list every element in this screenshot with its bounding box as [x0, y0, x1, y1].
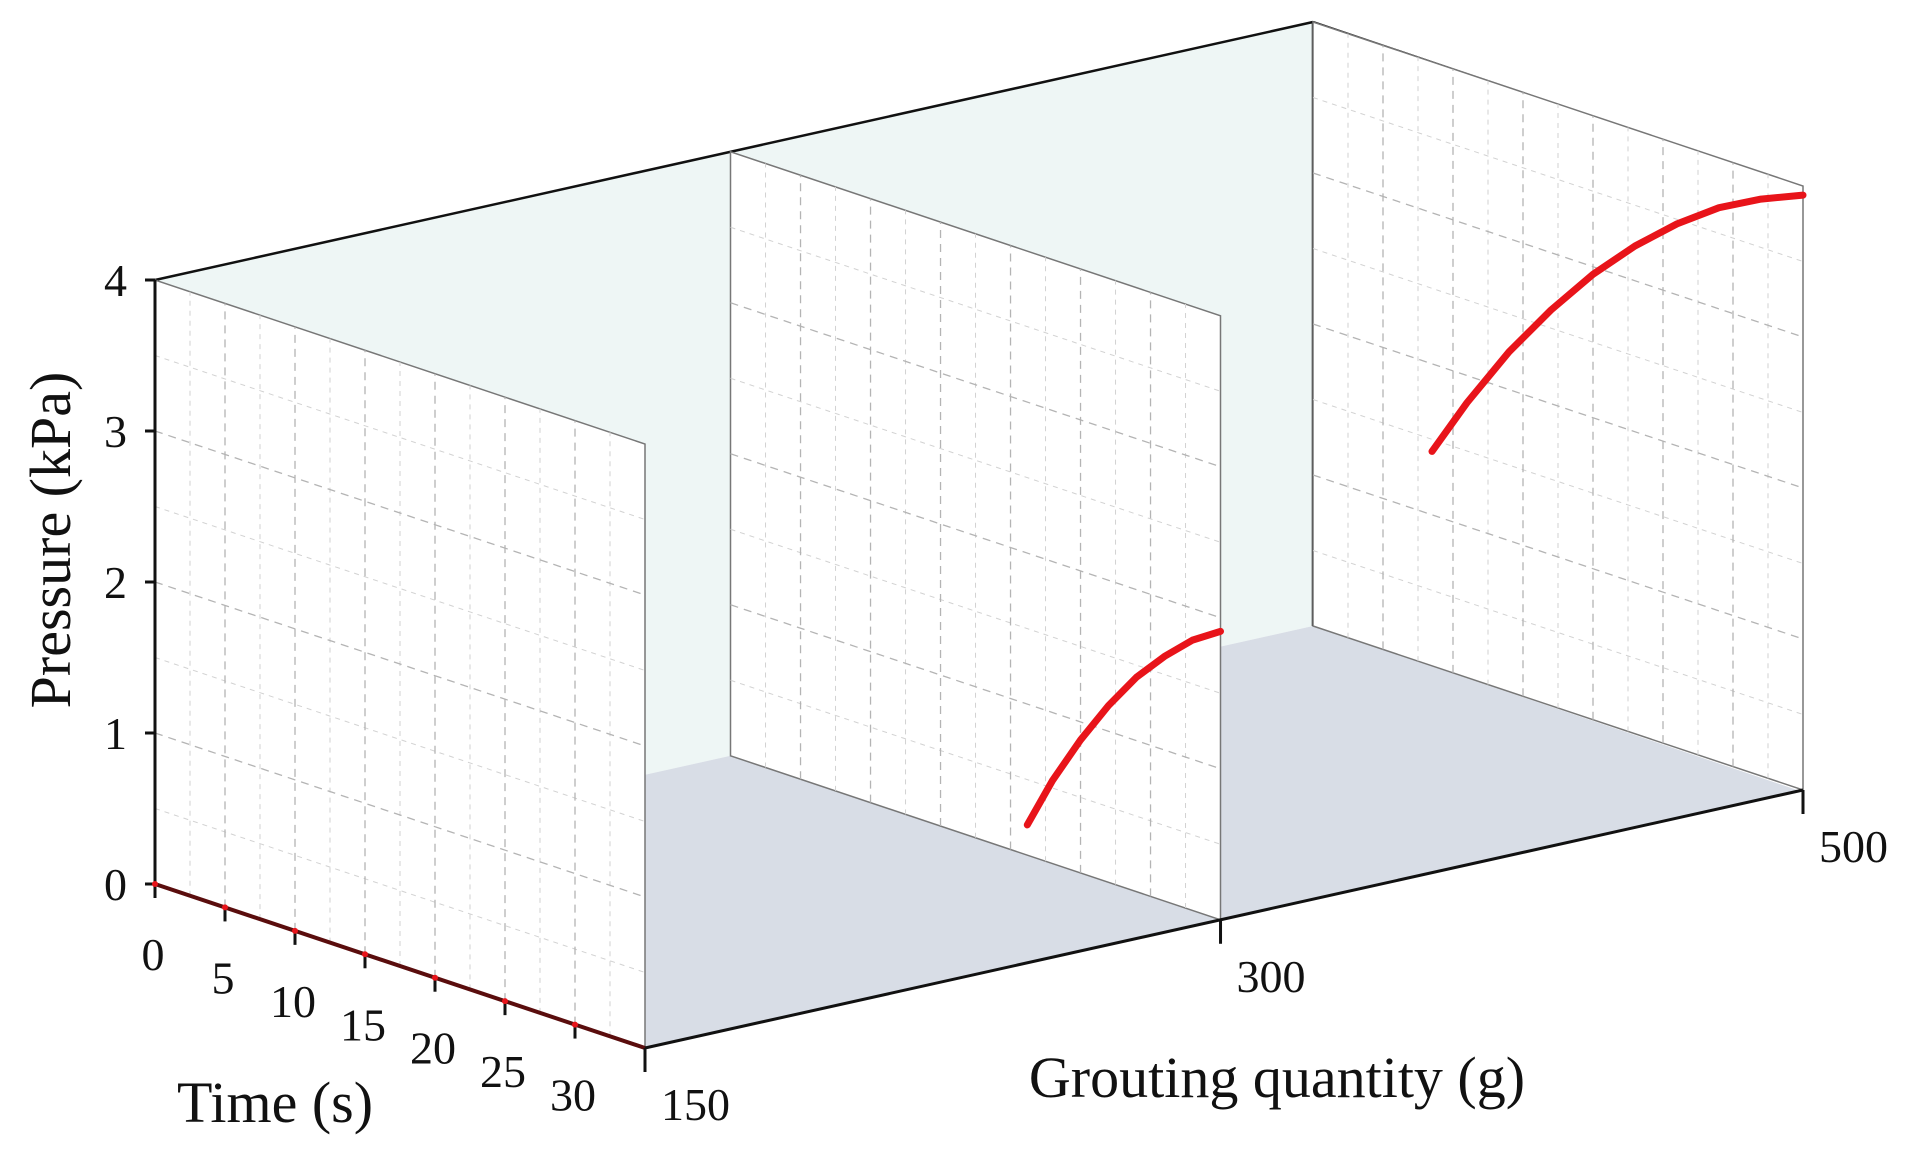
x-tick-label: 25 [480, 1046, 526, 1097]
series-line-500 [1428, 191, 1807, 455]
z-tick-label: 500 [1819, 821, 1888, 872]
minor-gridline [1312, 97, 1804, 262]
gridline [730, 302, 1221, 468]
gridline [730, 604, 1221, 770]
panel-500 [1312, 20, 1807, 792]
series-line-300 [1023, 627, 1224, 829]
minor-gridline [154, 506, 646, 671]
x-tick-marker [362, 951, 368, 958]
z-axis-line [644, 788, 1804, 1050]
back-wall-top-edge [154, 20, 1314, 282]
panel-300 [729, 150, 1224, 921]
minor-gridline [730, 528, 1221, 694]
x-tick-label: 10 [270, 976, 316, 1027]
x-axis-title: Time (s) [177, 1070, 373, 1135]
minor-gridline [1312, 248, 1804, 413]
minor-gridline [730, 377, 1221, 543]
minor-gridline [730, 226, 1221, 392]
x-axis-line [154, 882, 646, 1050]
x-tick-marker [432, 974, 438, 981]
y-tick-label: 3 [104, 406, 127, 457]
gridline [154, 581, 646, 747]
x-tick-label: 0 [142, 929, 165, 980]
gridline [1312, 323, 1804, 489]
panels-group [154, 20, 1807, 1050]
x-tick-label: 5 [212, 952, 235, 1003]
z-tick-label: 300 [1237, 951, 1306, 1002]
gridline [154, 430, 646, 596]
panel-150 [154, 278, 646, 1050]
minor-gridline [154, 808, 646, 973]
x-tick-marker [292, 927, 298, 934]
y-tick-label: 2 [104, 557, 127, 608]
x-tick-marker [152, 881, 158, 887]
y-tick-label: 4 [104, 255, 127, 306]
minor-gridline [154, 657, 646, 822]
x-tick-label: 20 [410, 1023, 456, 1074]
minor-gridline [1312, 550, 1804, 715]
x-tick-marker [502, 998, 508, 1005]
gridline [1312, 172, 1804, 338]
minor-gridline [154, 355, 646, 520]
gridline [154, 732, 646, 898]
x-tick-marker [572, 1021, 578, 1028]
y-tick-label: 0 [104, 859, 127, 910]
minor-gridline [730, 679, 1221, 845]
y-axis-title: Pressure (kPa) [18, 372, 83, 709]
gridline [1312, 474, 1804, 640]
x-tick-label: 30 [550, 1070, 596, 1121]
gridline [730, 453, 1221, 619]
x-tick-label: 15 [340, 999, 386, 1050]
minor-gridline [1312, 399, 1804, 564]
y-tick-label: 1 [104, 708, 127, 759]
z-tick-label: 150 [661, 1079, 730, 1130]
z-axis-title: Grouting quantity (g) [1029, 1045, 1525, 1110]
x-tick-marker [222, 904, 228, 911]
